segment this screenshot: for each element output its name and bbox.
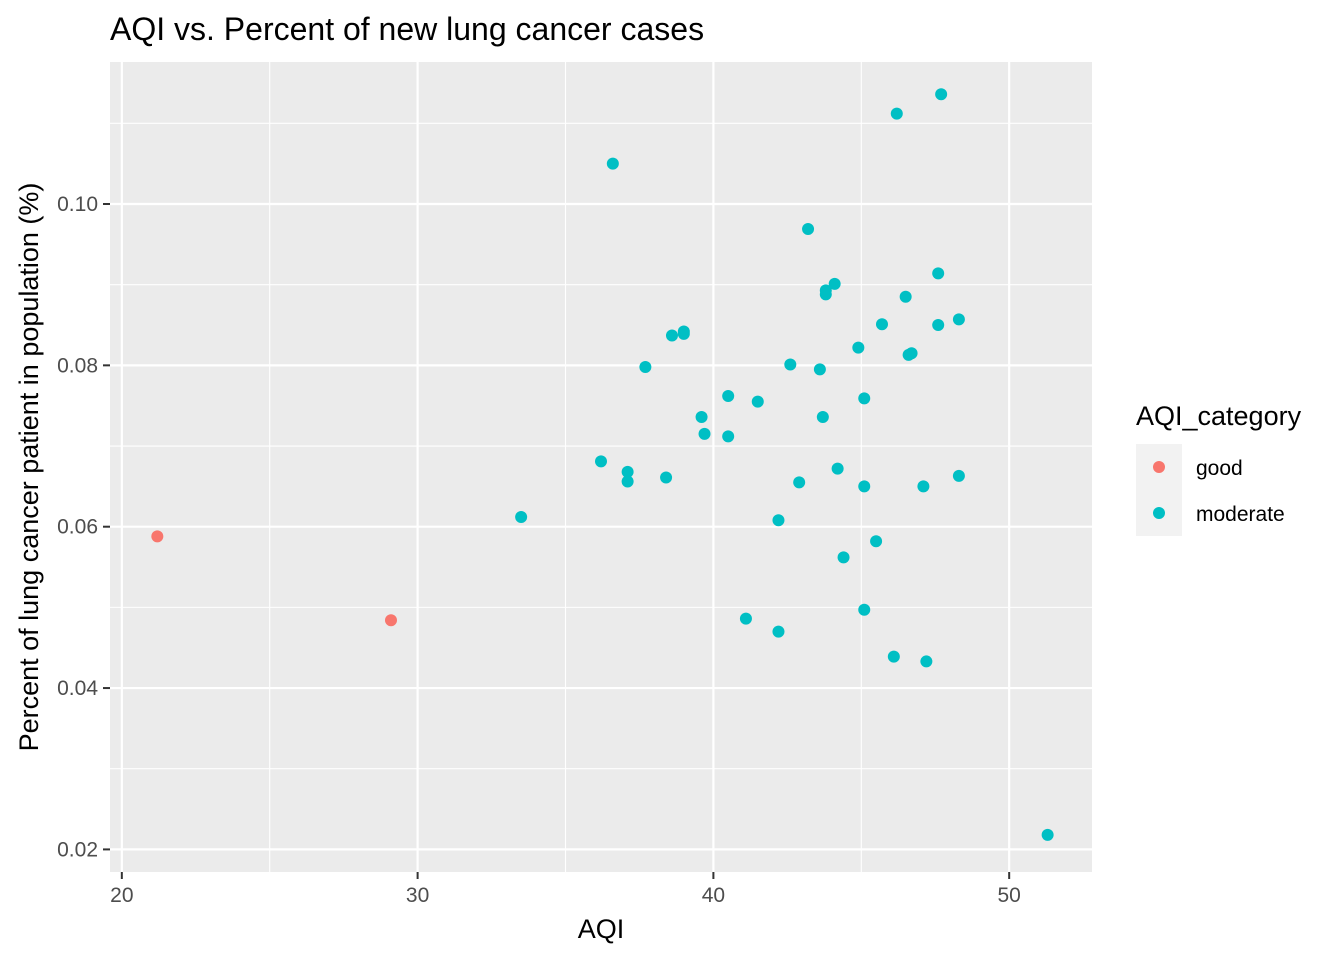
y-tick-label-4: 0.10 [57,193,98,216]
point-moderate-12 [722,390,735,403]
point-moderate-16 [772,514,785,527]
point-moderate-25 [828,277,841,290]
point-moderate-30 [858,480,871,493]
chart-title: AQI vs. Percent of new lung cancer cases [110,11,704,47]
data-points [151,88,1054,841]
point-moderate-18 [784,358,797,371]
x-axis-title: AQI [578,914,625,944]
y-tick-label-0: 0.02 [57,838,98,861]
point-moderate-5 [639,360,652,373]
point-moderate-46 [1041,828,1054,841]
legend-label-moderate: moderate [1196,503,1285,526]
point-moderate-39 [917,480,930,493]
point-moderate-19 [793,476,806,489]
point-moderate-26 [831,462,844,475]
y-tick-label-2: 0.06 [57,516,98,539]
legend-title: AQI_category [1136,401,1302,431]
legend: AQI_category good moderate [1136,401,1302,536]
x-axis: 20 30 40 50 [110,872,1021,907]
y-tick-label-1: 0.04 [57,677,98,700]
point-moderate-0 [515,511,528,524]
x-tick-label-1: 30 [406,884,429,907]
point-moderate-32 [870,535,883,548]
point-moderate-1 [595,455,607,468]
point-moderate-7 [665,329,678,342]
legend-label-good: good [1196,457,1243,480]
point-moderate-29 [858,392,871,405]
point-moderate-10 [695,410,708,423]
point-moderate-6 [660,471,673,484]
point-moderate-33 [875,318,888,331]
point-moderate-34 [887,650,900,663]
x-tick-label-3: 50 [998,884,1021,907]
point-moderate-9 [677,327,690,340]
point-moderate-45 [952,469,965,482]
point-moderate-41 [932,267,945,280]
point-moderate-44 [952,313,965,326]
point-moderate-31 [858,603,871,616]
point-good-0 [151,530,164,543]
point-moderate-17 [772,625,785,638]
point-moderate-28 [852,341,865,354]
point-moderate-21 [813,363,826,376]
point-moderate-2 [606,157,619,170]
grid-major [110,62,1092,872]
point-moderate-4 [621,475,634,488]
y-axis-title: Percent of lung cancer patient in popula… [14,183,44,752]
y-axis: 0.02 0.04 0.06 0.08 0.10 [57,193,110,861]
point-moderate-11 [698,427,711,440]
point-moderate-15 [751,395,764,408]
point-moderate-42 [932,319,945,332]
point-moderate-40 [920,655,933,668]
point-moderate-13 [722,430,735,443]
point-good-1 [384,614,397,627]
point-moderate-24 [819,288,832,301]
point-moderate-43 [935,88,948,101]
point-moderate-38 [905,347,918,360]
point-moderate-36 [899,290,912,303]
point-moderate-27 [837,551,850,564]
grid-minor [110,62,1092,872]
legend-marker-moderate [1153,507,1165,519]
point-moderate-3 [621,465,634,478]
x-tick-label-2: 40 [702,884,725,907]
point-moderate-22 [816,410,829,423]
point-moderate-20 [802,223,815,236]
point-moderate-14 [739,612,752,625]
x-tick-label-0: 20 [110,884,133,907]
legend-marker-good [1153,461,1165,473]
point-moderate-35 [890,107,903,120]
y-tick-label-3: 0.08 [57,354,98,377]
